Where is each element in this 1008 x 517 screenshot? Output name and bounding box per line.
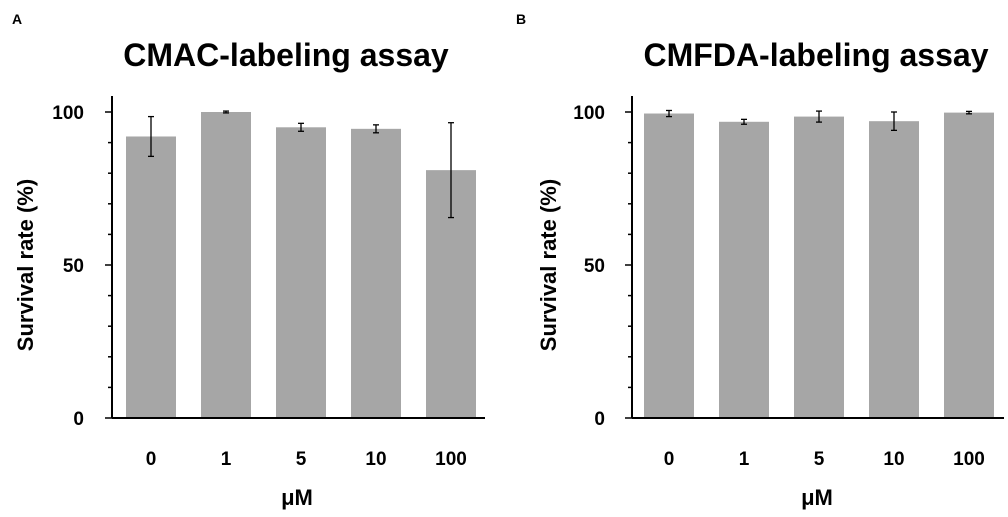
bar	[794, 116, 844, 418]
x-tick-label: 1	[739, 449, 750, 470]
bar	[351, 128, 401, 418]
chart-marks: 0 1 5 10 100 0 50 100	[573, 96, 1004, 470]
y-tick-label: 0	[73, 409, 84, 430]
panel-letter: A	[12, 11, 22, 27]
x-axis-title: μM	[281, 485, 313, 510]
bar	[126, 136, 176, 419]
bar	[944, 112, 994, 418]
chart-a-svg: A CMAC-labeling assay Survival rate (%) …	[12, 11, 485, 510]
chart-b-svg: B CMFDA-labeling assay Survival rate (%)…	[516, 11, 1004, 510]
x-axis-title: μM	[801, 485, 833, 510]
bar	[201, 112, 251, 418]
bar	[276, 127, 326, 419]
bar	[644, 113, 694, 418]
chart-marks: 0 1 5 10 100 0 50 100	[52, 96, 485, 470]
y-tick-label: 100	[573, 103, 605, 124]
y-axis-title: Survival rate (%)	[536, 179, 561, 351]
x-tick-label: 1	[221, 449, 232, 470]
y-tick-label: 50	[63, 256, 84, 277]
x-tick-label: 5	[814, 449, 825, 470]
x-tick-label: 100	[953, 449, 985, 470]
bar	[719, 121, 769, 419]
panel-letter: B	[516, 11, 526, 27]
y-axis-title: Survival rate (%)	[13, 179, 38, 351]
x-tick-label: 0	[664, 449, 675, 470]
x-tick-label: 10	[365, 449, 386, 470]
y-tick-label: 0	[594, 409, 605, 430]
y-tick-label: 50	[584, 256, 605, 277]
y-tick-label: 100	[52, 103, 84, 124]
chart-title: CMFDA-labeling assay	[644, 37, 989, 73]
x-tick-label: 0	[146, 449, 157, 470]
chart-panel-a: A CMAC-labeling assay Survival rate (%) …	[12, 11, 485, 510]
x-tick-label: 5	[296, 449, 307, 470]
x-tick-label: 10	[883, 449, 904, 470]
chart-panel-b: B CMFDA-labeling assay Survival rate (%)…	[504, 0, 1008, 517]
chart-title: CMAC-labeling assay	[123, 37, 449, 73]
bar	[869, 121, 919, 419]
x-tick-label: 100	[435, 449, 467, 470]
